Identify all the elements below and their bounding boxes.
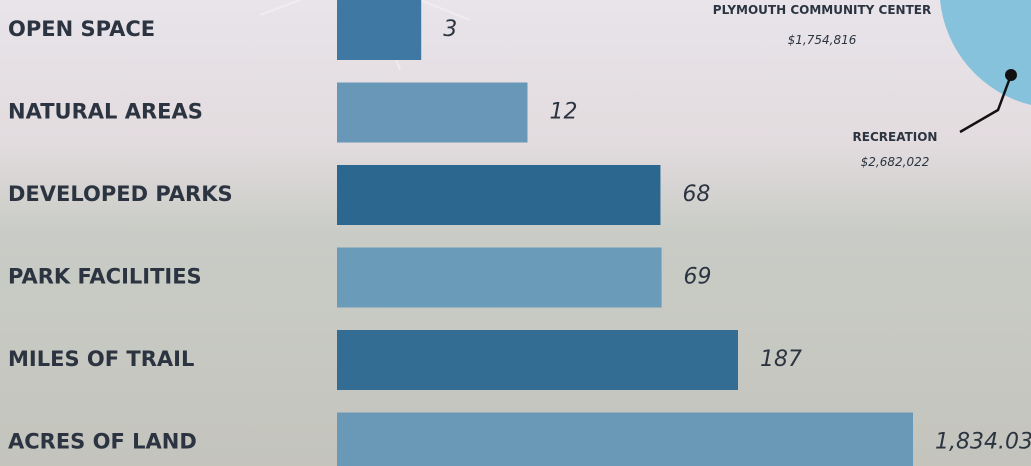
value-label: 69 — [684, 265, 712, 290]
category-label: NATURAL AREAS — [8, 100, 203, 124]
callout-amount: $1,754,816 — [788, 33, 857, 47]
callout-amount: $2,682,022 — [861, 155, 930, 169]
value-label: 3 — [443, 17, 457, 42]
category-label: OPEN SPACE — [8, 17, 155, 41]
bar — [337, 330, 738, 390]
value-label: 187 — [760, 347, 802, 372]
background — [0, 0, 1031, 466]
category-label: DEVELOPED PARKS — [8, 182, 233, 206]
category-label: PARK FACILITIES — [8, 265, 202, 289]
value-label: 68 — [682, 182, 710, 207]
value-label: 12 — [549, 100, 577, 125]
bar — [337, 0, 421, 60]
value-label: 1,834.03 — [935, 430, 1031, 455]
callout-label: PLYMOUTH COMMUNITY CENTER — [713, 3, 931, 17]
callout-label: RECREATION — [853, 130, 938, 144]
category-label: ACRES OF LAND — [8, 430, 197, 454]
bar — [337, 83, 527, 143]
category-label: MILES OF TRAIL — [8, 347, 194, 371]
bar — [337, 165, 660, 225]
chart: PLYMOUTH COMMUNITY CENTER $1,754,816 REC… — [0, 0, 1031, 466]
page: PLYMOUTH COMMUNITY CENTER $1,754,816 REC… — [0, 0, 1031, 466]
bar — [337, 248, 662, 308]
bar — [337, 413, 913, 466]
